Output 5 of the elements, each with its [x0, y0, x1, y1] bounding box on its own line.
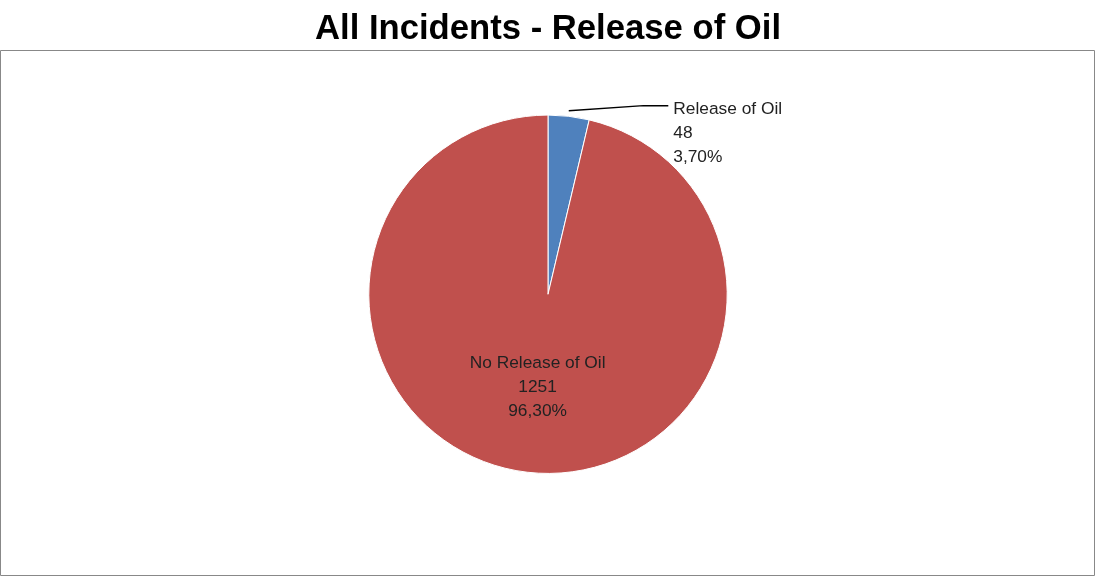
data-label: 1251 96,30% — [508, 376, 568, 421]
data-label: 48 3,70% — [673, 121, 723, 166]
slice-label: Release of Oil — [673, 97, 783, 118]
chart-title: All Incidents - Release of Oil — [314, 7, 782, 46]
slice-label: No Release of Oil — [469, 352, 606, 373]
